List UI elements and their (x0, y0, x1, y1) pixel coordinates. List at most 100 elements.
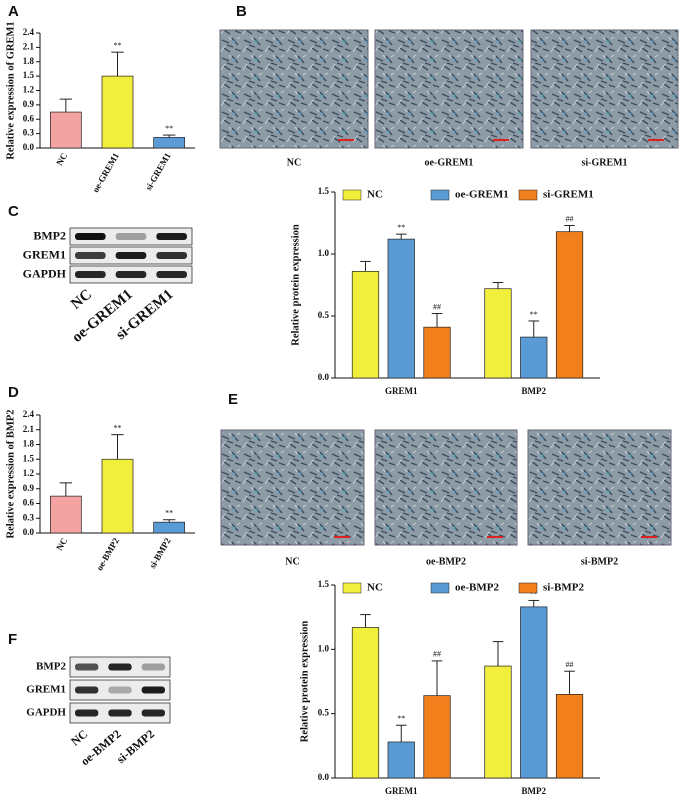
bar (49, 495, 82, 534)
y-tick-label: 1.0 (318, 643, 330, 653)
significance-label: ** (114, 423, 122, 432)
x-tick-label: NC (54, 536, 69, 552)
y-tick-label: 0.9 (23, 483, 35, 493)
x-tick-label: si-BMP2 (147, 536, 173, 570)
micrograph-caption: NC (285, 556, 299, 567)
micrograph-caption: si-BMP2 (581, 556, 618, 567)
panel-label: B (236, 3, 247, 20)
legend-swatch (342, 189, 362, 201)
x-tick-label: BMP2 (522, 386, 547, 396)
y-tick-label: 1.8 (23, 439, 35, 449)
significance-label: ## (433, 650, 441, 659)
legend-swatch (342, 582, 362, 594)
micrograph (527, 429, 672, 546)
y-tick-label: 0.0 (318, 772, 330, 782)
blot-band (108, 709, 132, 717)
bar (484, 288, 512, 379)
y-tick-label: 1.5 (318, 579, 330, 589)
y-axis-label: Relative expression of BMP2 (5, 410, 16, 539)
bar (101, 458, 134, 534)
y-tick-label: 0.3 (23, 128, 35, 138)
blot-row-label: GREM1 (23, 247, 66, 261)
y-tick-label: 0.5 (318, 708, 330, 718)
blot-band (141, 686, 165, 694)
blot-band (115, 233, 147, 240)
blot-strip (69, 227, 193, 246)
significance-label: ** (530, 310, 538, 319)
panel-label: E (228, 391, 238, 408)
bar (484, 665, 512, 779)
bar (387, 238, 415, 379)
y-tick-label: 2.1 (23, 41, 35, 51)
significance-label: ## (566, 660, 574, 669)
significance-label: ** (530, 589, 538, 598)
bar (555, 694, 584, 779)
x-tick-label: oe-BMP2 (94, 536, 121, 573)
x-tick-label: GREM1 (385, 786, 418, 795)
y-tick-label: 0.0 (23, 142, 35, 152)
bar (387, 741, 415, 779)
y-axis-label: Relative protein expression (290, 224, 301, 346)
panel-label: A (8, 3, 19, 20)
blot-band (75, 252, 106, 259)
y-tick-label: 1.5 (318, 186, 330, 196)
blot-band (108, 663, 132, 671)
y-tick-label: 0.3 (23, 512, 35, 522)
significance-label: ** (397, 223, 405, 232)
blot-row-label: BMP2 (33, 228, 66, 242)
y-tick-label: 0.9 (23, 99, 35, 109)
significance-label: ## (433, 302, 441, 311)
micrograph (219, 29, 369, 149)
blot-band (141, 709, 165, 717)
significance-label: ** (165, 124, 173, 133)
micrograph-caption: NC (287, 157, 301, 168)
blot-band (115, 252, 147, 259)
bar (153, 521, 186, 534)
bar (520, 336, 548, 379)
blot-band (108, 686, 132, 694)
y-tick-label: 1.2 (23, 468, 35, 478)
blot-row-label: GREM1 (26, 684, 66, 696)
legend-label: NC (367, 582, 383, 594)
blot-lane-label: NC (68, 727, 90, 749)
blot-band (75, 709, 99, 717)
legend-label: oe-BMP2 (455, 582, 499, 594)
blot-strip (69, 679, 171, 701)
legend-label: si-GREM1 (543, 189, 594, 201)
micrograph (374, 429, 518, 546)
y-tick-label: 0.0 (318, 372, 330, 382)
blot-band (75, 233, 106, 240)
y-axis-label: Relative protein expression (299, 621, 310, 743)
y-tick-label: 1.5 (23, 453, 35, 463)
panel-label: F (8, 631, 17, 648)
bar (351, 271, 380, 379)
y-tick-label: 0.5 (318, 310, 330, 320)
blot-band (156, 233, 187, 240)
blot-band (156, 271, 187, 278)
legend-swatch (430, 582, 450, 594)
bar (101, 75, 134, 149)
legend-swatch (518, 582, 538, 594)
y-tick-label: 1.8 (23, 56, 35, 66)
micrograph-caption: si-GREM1 (581, 157, 627, 168)
panel-label: D (8, 384, 19, 401)
y-tick-label: 0.6 (23, 498, 35, 508)
blot-lane-label: si-BMP2 (114, 727, 157, 766)
significance-label: ** (165, 509, 173, 518)
y-tick-label: 1.5 (23, 70, 35, 80)
blot-band (75, 686, 99, 694)
x-tick-label: si-GREM1 (143, 151, 173, 192)
blot-row-label: GAPDH (26, 707, 66, 719)
y-tick-label: 1.0 (318, 248, 330, 258)
x-tick-label: oe-GREM1 (90, 151, 121, 195)
micrograph (374, 29, 524, 149)
blot-band (75, 663, 99, 671)
blot-band (75, 271, 106, 278)
bar (351, 627, 380, 779)
blot-row-label: GAPDH (23, 266, 67, 280)
blot-lane-label: NC (68, 286, 95, 312)
y-tick-label: 2.4 (23, 409, 35, 419)
micrograph (220, 429, 365, 546)
blot-band (115, 271, 147, 278)
